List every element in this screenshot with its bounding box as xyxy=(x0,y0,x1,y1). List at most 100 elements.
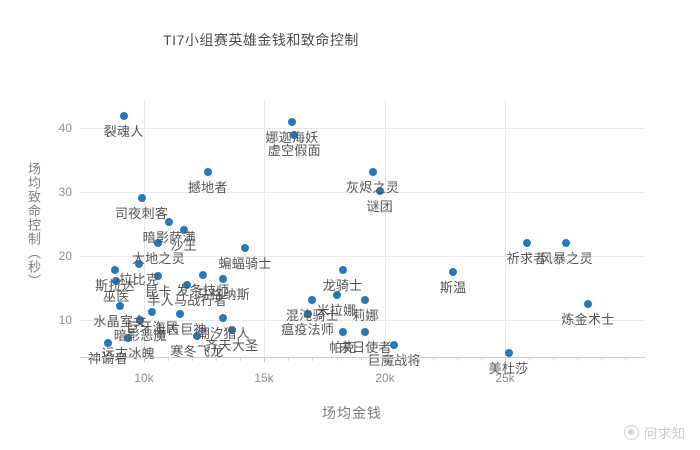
x-axis-minor-tick xyxy=(625,358,626,361)
x-axis-minor-tick xyxy=(120,358,121,361)
data-point[interactable] xyxy=(504,349,513,358)
data-point[interactable] xyxy=(135,259,144,268)
x-axis-minor-tick xyxy=(240,358,241,361)
x-gridline xyxy=(264,100,265,357)
point-label: 齐天大圣 xyxy=(205,338,259,354)
x-gridline xyxy=(144,100,145,357)
y-axis-title: 场均致命控制（秒） xyxy=(26,162,41,288)
data-point[interactable] xyxy=(332,290,341,299)
point-label: 帕克 xyxy=(329,340,356,356)
x-axis-line xyxy=(80,357,645,358)
y-tick-label: 30 xyxy=(58,185,72,199)
watermark-logo-icon xyxy=(623,425,639,440)
data-point[interactable] xyxy=(183,280,192,289)
data-point[interactable] xyxy=(179,225,188,234)
data-point[interactable] xyxy=(165,218,174,227)
point-label: 龙骑士 xyxy=(322,278,363,294)
x-axis-tick xyxy=(264,358,265,362)
data-point[interactable] xyxy=(338,328,347,337)
x-axis-minor-tick xyxy=(337,358,338,361)
data-point[interactable] xyxy=(241,243,250,252)
data-point[interactable] xyxy=(390,340,399,349)
point-label: 神谕者 xyxy=(87,350,128,366)
data-point[interactable] xyxy=(338,266,347,275)
data-point[interactable] xyxy=(449,267,458,276)
y-tick-label: 20 xyxy=(58,249,72,263)
point-label: 寒冬飞龙 xyxy=(170,343,224,359)
point-label: 虚空假面 xyxy=(267,143,321,159)
point-label: 沙王 xyxy=(170,237,197,253)
point-label: 风暴之灵 xyxy=(539,251,593,267)
point-label: 巨魔战将 xyxy=(367,352,421,368)
data-point[interactable] xyxy=(583,299,592,308)
y-tick-label: 10 xyxy=(58,313,72,327)
x-axis-minor-tick xyxy=(361,358,362,361)
data-point[interactable] xyxy=(361,296,370,305)
point-label: 谜团 xyxy=(366,198,394,214)
data-point[interactable] xyxy=(522,239,531,248)
point-label: 裂魂人 xyxy=(103,123,144,139)
point-label: 半人马战行者 xyxy=(147,292,228,308)
x-axis-minor-tick xyxy=(553,358,554,361)
y-gridline xyxy=(80,256,645,257)
data-point[interactable] xyxy=(368,168,377,177)
data-point[interactable] xyxy=(115,301,124,310)
data-point[interactable] xyxy=(176,310,185,319)
data-point[interactable] xyxy=(361,328,370,337)
x-axis-minor-tick xyxy=(409,358,410,361)
point-label: 潮汐猎人 xyxy=(196,326,250,341)
x-axis-minor-tick xyxy=(601,358,602,361)
x-axis-minor-tick xyxy=(288,358,289,361)
x-axis-minor-tick xyxy=(481,358,482,361)
point-label: 大地之灵 xyxy=(131,251,186,267)
data-point[interactable] xyxy=(112,276,121,285)
point-label: 蝙蝠骑士 xyxy=(218,255,272,271)
x-axis-tick xyxy=(505,358,506,362)
data-point[interactable] xyxy=(290,131,299,140)
y-gridline xyxy=(80,320,645,321)
x-axis-minor-tick xyxy=(192,358,193,361)
data-point[interactable] xyxy=(375,186,384,195)
x-axis-minor-tick xyxy=(216,358,217,361)
data-point[interactable] xyxy=(203,168,212,177)
data-point[interactable] xyxy=(287,118,296,127)
y-gridline xyxy=(80,192,645,193)
x-gridline xyxy=(385,100,386,357)
point-label: 巨牙海民 xyxy=(125,319,180,335)
data-point[interactable] xyxy=(308,296,317,305)
data-point[interactable] xyxy=(124,333,133,342)
data-point[interactable] xyxy=(136,315,145,324)
x-axis-minor-tick xyxy=(457,358,458,361)
x-axis-minor-tick xyxy=(529,358,530,361)
y-gridline xyxy=(80,128,645,129)
data-point[interactable] xyxy=(303,310,312,319)
data-point[interactable] xyxy=(119,111,128,120)
data-point[interactable] xyxy=(219,314,228,322)
point-label: 发条技师 xyxy=(176,283,230,299)
data-point[interactable] xyxy=(111,266,120,275)
data-point[interactable] xyxy=(137,193,146,202)
point-label: 巫医 xyxy=(103,288,130,304)
point-label: 上古巨神 xyxy=(153,322,207,338)
data-point[interactable] xyxy=(148,307,157,316)
data-point[interactable] xyxy=(154,271,163,280)
data-point[interactable] xyxy=(562,239,571,248)
chart-title: TI7小组赛英雄金钱和致命控制 xyxy=(163,32,359,48)
data-point[interactable] xyxy=(154,239,163,248)
point-label: 昆卡 xyxy=(145,283,172,299)
point-label: 斯温 xyxy=(439,279,467,295)
data-point[interactable] xyxy=(219,275,228,283)
x-axis-minor-tick xyxy=(168,358,169,361)
data-point[interactable] xyxy=(227,326,236,335)
data-point[interactable] xyxy=(192,331,201,340)
x-axis-minor-tick xyxy=(433,358,434,361)
x-tick-label: 10k xyxy=(134,371,154,385)
point-label: 暗影恶魔 xyxy=(113,327,167,343)
point-label: 暗影萨满 xyxy=(142,230,196,246)
x-tick-label: 15k xyxy=(254,371,274,385)
x-gridline xyxy=(505,100,506,357)
x-axis-minor-tick xyxy=(577,358,578,361)
data-point[interactable] xyxy=(198,271,207,280)
data-point[interactable] xyxy=(103,338,112,347)
point-label: 混沌骑士 xyxy=(285,308,340,324)
